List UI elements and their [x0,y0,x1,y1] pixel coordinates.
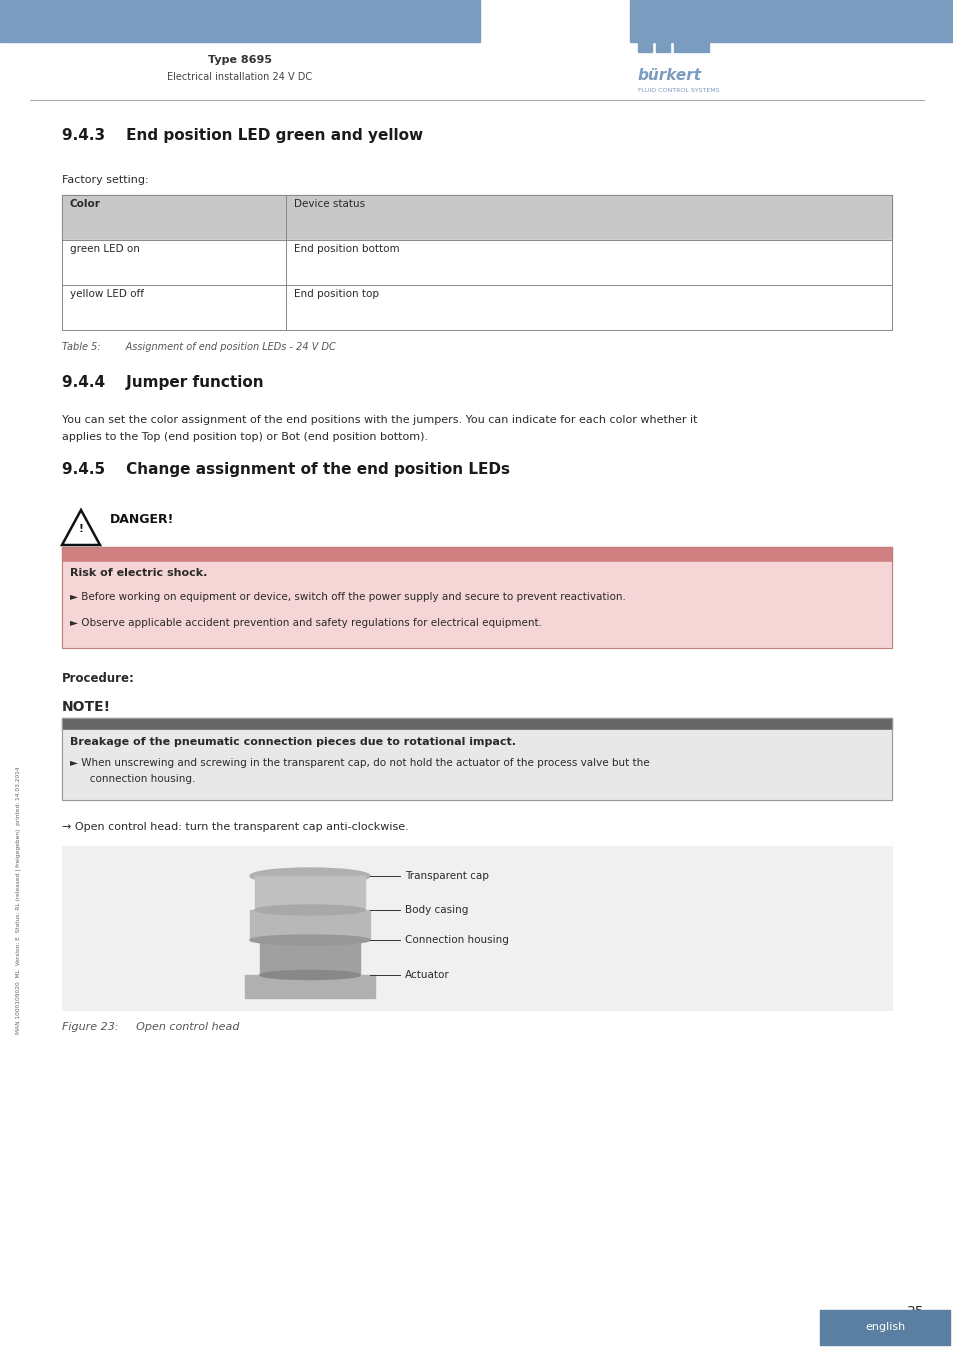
Bar [62,562,891,648]
Text: ► Observe applicable accident prevention and safety regulations for electrical e: ► Observe applicable accident prevention… [70,618,541,628]
Text: bürkert: bürkert [638,68,701,82]
Text: Color: Color [70,198,101,209]
Bar [250,910,370,940]
Bar [820,1310,949,1345]
Bar [62,194,891,240]
Bar [638,42,651,53]
Text: MAN 1000109020  ML  Version: E  Status: RL (released | freigegeben)  printed: 14: MAN 1000109020 ML Version: E Status: RL … [15,767,21,1034]
Bar [62,285,891,329]
Text: Factory setting:: Factory setting: [62,176,149,185]
Text: Procedure:: Procedure: [62,672,134,684]
Bar [245,975,375,998]
Text: Actuator: Actuator [405,971,449,980]
Text: Transparent cap: Transparent cap [405,871,488,882]
Bar [62,547,891,648]
Ellipse shape [250,868,370,884]
Text: NOTE!: NOTE! [62,701,111,714]
Text: FLUID CONTROL SYSTEMS: FLUID CONTROL SYSTEMS [638,88,719,93]
Text: Table 5:        Assignment of end position LEDs - 24 V DC: Table 5: Assignment of end position LEDs… [62,342,335,352]
Ellipse shape [260,971,359,980]
Text: ► Before working on equipment or device, switch off the power supply and secure : ► Before working on equipment or device,… [70,593,625,602]
Text: Body casing: Body casing [405,904,468,915]
Text: You can set the color assignment of the end positions with the jumpers. You can : You can set the color assignment of the … [62,414,697,425]
Bar [673,42,708,53]
Ellipse shape [254,904,365,915]
Bar [656,42,669,53]
Bar [0,0,479,42]
Bar [62,547,891,562]
Bar [62,730,891,801]
Text: Type 8695: Type 8695 [208,55,272,65]
Ellipse shape [250,936,370,945]
Bar [62,240,891,285]
Bar [62,846,891,1010]
Bar [62,718,891,730]
Text: → Open control head: turn the transparent cap anti-clockwise.: → Open control head: turn the transparen… [62,822,408,832]
Text: green LED on: green LED on [70,244,140,254]
Text: Breakage of the pneumatic connection pieces due to rotational impact.: Breakage of the pneumatic connection pie… [70,737,516,747]
Text: !: ! [78,525,83,535]
Bar [62,718,891,801]
Text: 9.4.4    Jumper function: 9.4.4 Jumper function [62,375,263,390]
Text: Electrical installation 24 V DC: Electrical installation 24 V DC [168,72,313,82]
Text: yellow LED off: yellow LED off [70,289,144,298]
Text: ► When unscrewing and screwing in the transparent cap, do not hold the actuator : ► When unscrewing and screwing in the tr… [70,757,649,768]
Text: 9.4.3    End position LED green and yellow: 9.4.3 End position LED green and yellow [62,128,423,143]
Text: Figure 23:     Open control head: Figure 23: Open control head [62,1022,239,1031]
Text: 35: 35 [905,1305,923,1319]
Text: End position bottom: End position bottom [294,244,399,254]
Text: DANGER!: DANGER! [110,513,174,526]
Text: english: english [864,1322,904,1332]
Text: Connection housing: Connection housing [405,936,508,945]
Text: 9.4.5    Change assignment of the end position LEDs: 9.4.5 Change assignment of the end posit… [62,462,510,477]
Bar [254,876,365,910]
Bar [629,0,953,42]
Text: connection housing.: connection housing. [80,774,195,784]
Text: applies to the Top (end position top) or Bot (end position bottom).: applies to the Top (end position top) or… [62,432,428,441]
Text: Device status: Device status [294,198,365,209]
Bar [260,940,359,975]
Text: End position top: End position top [294,289,378,298]
Text: Risk of electric shock.: Risk of electric shock. [70,568,207,578]
